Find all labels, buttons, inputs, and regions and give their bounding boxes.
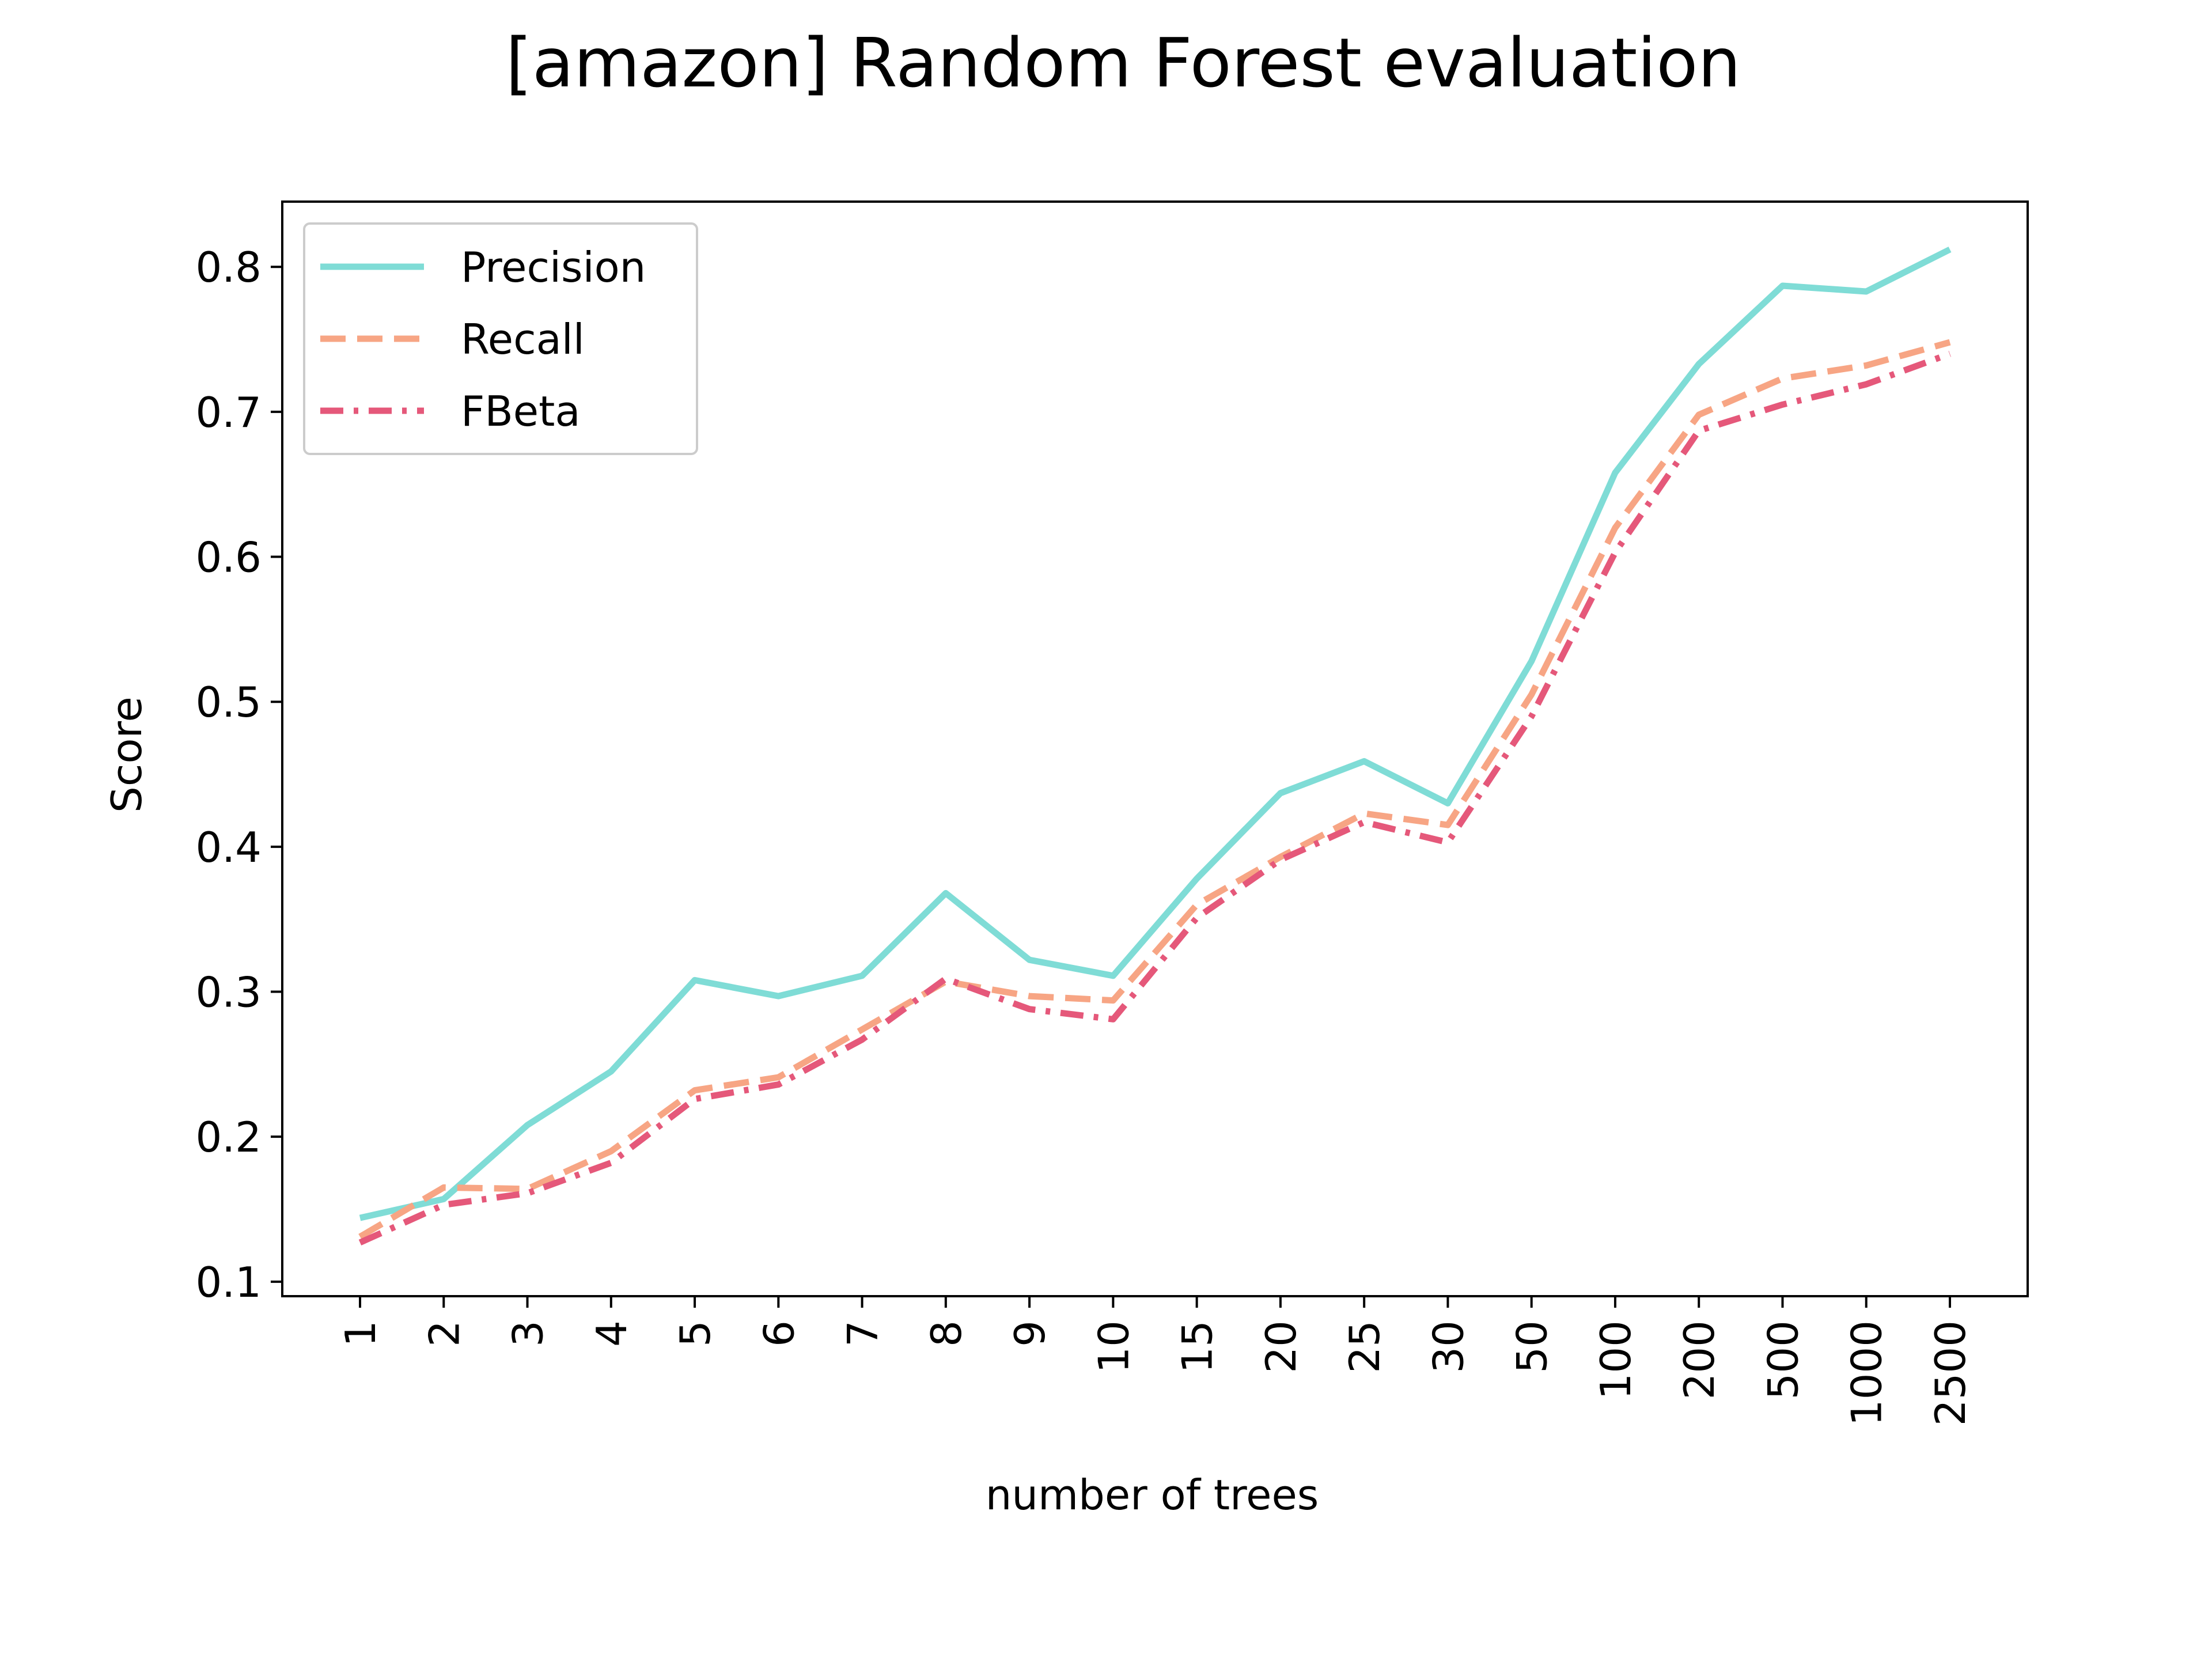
- y-tick-label: 0.1: [195, 1258, 262, 1307]
- legend-box: [303, 222, 698, 455]
- x-tick-label: 7: [839, 1320, 887, 1347]
- y-tick-label: 0.3: [195, 968, 262, 1017]
- x-tick-label: 4: [588, 1320, 636, 1347]
- x-tick-label: 200: [1675, 1320, 1724, 1399]
- x-tick-label: 1000: [1843, 1320, 1891, 1426]
- series-line-recall: [358, 339, 1951, 1240]
- legend: Precision Recall FBeta: [303, 222, 698, 455]
- series-line-precision: [359, 247, 1952, 1221]
- x-tick-label: 25: [1340, 1320, 1389, 1373]
- x-tick-label: 8: [922, 1320, 971, 1347]
- y-tick-label: 0.5: [195, 678, 262, 726]
- x-tick-label: 1: [336, 1320, 385, 1347]
- y-tick-label: 0.6: [195, 533, 262, 582]
- x-tick-label: 50: [1508, 1320, 1556, 1373]
- axes-frame: [281, 200, 2029, 1297]
- y-tick-label: 0.7: [195, 388, 262, 437]
- legend-label-fbeta: FBeta: [461, 387, 580, 436]
- x-tick-label: 10: [1089, 1320, 1138, 1373]
- series-line-fbeta: [358, 351, 1951, 1245]
- y-tick-label: 0.2: [195, 1113, 262, 1161]
- x-tick-label: 3: [504, 1320, 552, 1347]
- legend-label-precision: Precision: [461, 243, 646, 291]
- x-tick-label: 6: [755, 1320, 803, 1347]
- x-tick-label: 9: [1006, 1320, 1054, 1347]
- x-tick-label: 500: [1759, 1320, 1807, 1399]
- plot-area: 0.1 0.2 0.3 0.4 0.5 0.6 0.7 0.8 1 2 3 4 5 6 7 8 9 10 15 20 2…: [195, 200, 2029, 1426]
- x-tick-label: 5: [671, 1320, 719, 1347]
- x-tick-label: 30: [1424, 1320, 1472, 1373]
- x-tick-label: 100: [1592, 1320, 1640, 1399]
- x-axis-label: number of trees: [986, 1471, 1319, 1519]
- x-tick-label: 2: [420, 1320, 468, 1347]
- x-tick-label: 20: [1257, 1320, 1305, 1373]
- legend-label-recall: Recall: [461, 315, 585, 364]
- y-tick-label: 0.8: [195, 243, 262, 291]
- chart-title: [amazon] Random Forest evaluation: [506, 23, 1741, 103]
- x-tick-label: 2500: [1926, 1320, 1975, 1426]
- x-tick-label: 15: [1173, 1320, 1222, 1373]
- y-tick-label: 0.4: [195, 823, 262, 872]
- y-axis-label: Score: [103, 696, 151, 813]
